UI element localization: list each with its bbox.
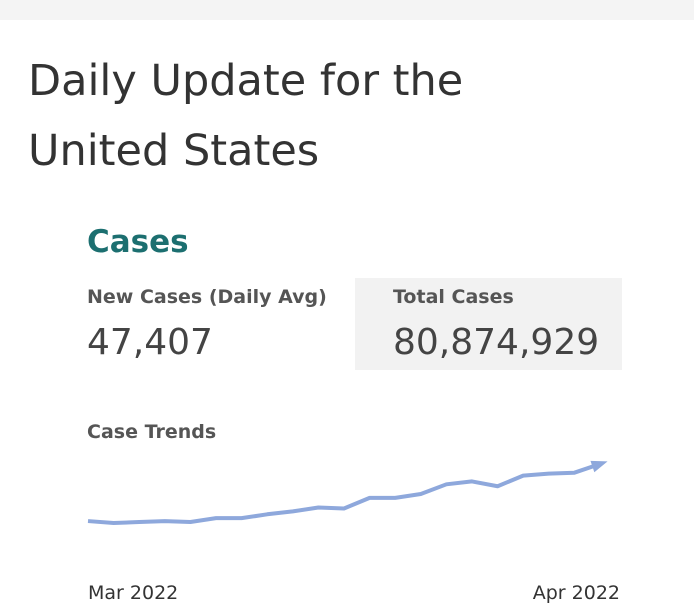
stat-value: 47,407 bbox=[87, 322, 213, 363]
x-label: Mar 2022 bbox=[88, 582, 179, 604]
section-title: Cases bbox=[87, 224, 189, 260]
top-bar bbox=[0, 0, 694, 20]
stat-label: New Cases (Daily Avg) bbox=[87, 286, 327, 308]
x-label: Apr 2022 bbox=[532, 582, 620, 604]
trend-line bbox=[87, 462, 601, 525]
trend-chart bbox=[87, 460, 608, 525]
stat-box bbox=[355, 278, 622, 370]
trend-title: Case Trends bbox=[87, 421, 217, 443]
stat-label: Total Cases bbox=[393, 286, 514, 308]
page-title: United States bbox=[28, 126, 320, 176]
page-title: Daily Update for the bbox=[28, 56, 464, 106]
stat-value: 80,874,929 bbox=[393, 322, 600, 363]
arrow-head bbox=[590, 460, 608, 473]
